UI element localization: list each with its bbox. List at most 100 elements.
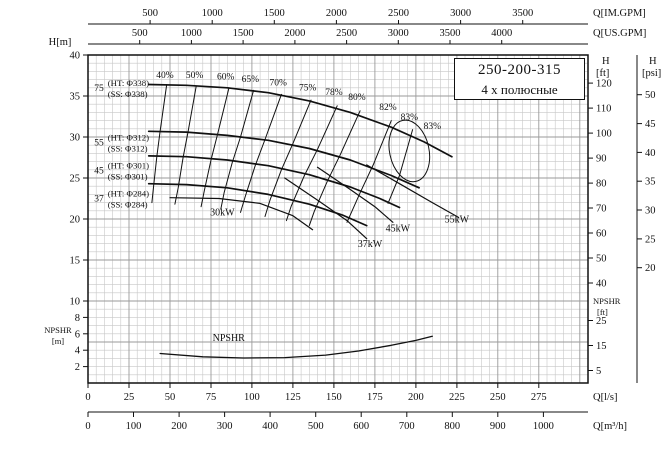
tick-label: 2500 (388, 8, 409, 19)
tick-label: 225 (449, 392, 465, 403)
tick-label: 2000 (284, 28, 305, 39)
tick-label: 0 (85, 392, 90, 403)
tick-label: 2000 (326, 8, 347, 19)
motor-power-label: 37 (94, 195, 104, 205)
tick-label: 20 (70, 215, 81, 226)
axis-title: Q[IM.GPM] (593, 8, 646, 19)
motor-power-label: 45 (94, 167, 104, 177)
efficiency-label: 83% (424, 122, 442, 132)
impeller-ss-label: (SS: Φ301) (108, 172, 148, 182)
impeller-ss-label: (SS: Φ312) (108, 144, 148, 154)
tick-label: 25 (70, 174, 81, 185)
pump-poles-label: 4 х полюсные (481, 82, 558, 97)
axis-title: H (602, 56, 610, 67)
axis-title: [m] (52, 336, 64, 346)
tick-label: 800 (444, 421, 460, 432)
efficiency-label: 82% (379, 103, 397, 113)
power-curve-label: 30kW (210, 208, 235, 219)
tick-label: 30 (70, 133, 81, 144)
tick-label: 6 (75, 329, 80, 340)
tick-label: 8 (75, 313, 80, 324)
axis-title: [psi] (642, 68, 661, 79)
tick-label: 3000 (388, 28, 409, 39)
tick-label: 3500 (440, 28, 461, 39)
tick-label: 4 (75, 346, 81, 357)
axis-title: H[m] (49, 37, 72, 48)
tick-label: 125 (285, 392, 301, 403)
tick-label: 15 (596, 341, 607, 352)
efficiency-label: 65% (242, 75, 260, 85)
tick-label: 25 (596, 316, 607, 327)
efficiency-label: 40% (156, 71, 174, 81)
tick-label: 3000 (450, 8, 471, 19)
tick-label: 90 (596, 154, 607, 165)
tick-label: 120 (596, 79, 612, 90)
tick-label: 50 (596, 254, 607, 265)
impeller-ss-label: (SS: Φ338) (108, 89, 148, 99)
tick-label: 3500 (512, 8, 533, 19)
motor-power-label: 55 (94, 139, 104, 149)
tick-label: 70 (596, 204, 607, 215)
tick-label: 50 (645, 90, 656, 101)
tick-label: 35 (645, 177, 656, 188)
tick-label: 1000 (533, 421, 554, 432)
tick-label: 600 (353, 421, 369, 432)
tick-label: 2 (75, 362, 80, 373)
tick-label: 100 (596, 129, 612, 140)
impeller-ht-label: (HT: Φ301) (108, 161, 149, 171)
tick-label: 500 (132, 28, 148, 39)
tick-label: 40 (70, 51, 81, 62)
tick-label: 80 (596, 179, 607, 190)
tick-label: 45 (645, 119, 656, 130)
tick-label: 1000 (181, 28, 202, 39)
motor-power-label: 75 (94, 84, 104, 94)
tick-label: 25 (124, 392, 135, 403)
tick-label: 175 (367, 392, 383, 403)
efficiency-label: 83% (401, 113, 419, 123)
tick-label: 0 (85, 421, 90, 432)
axis-title: NPSHR (44, 325, 72, 335)
tick-label: 4000 (491, 28, 512, 39)
pump-model-label: 250-200-315 (478, 62, 561, 78)
efficiency-label: 60% (217, 73, 235, 83)
tick-label: 700 (399, 421, 415, 432)
impeller-ht-label: (HT: Φ312) (108, 133, 149, 143)
axis-title: Q[US.GPM] (593, 28, 646, 39)
tick-label: 10 (70, 297, 81, 308)
tick-label: 75 (206, 392, 217, 403)
tick-label: 275 (531, 392, 547, 403)
tick-label: 30 (645, 206, 656, 217)
efficiency-label: 75% (299, 83, 317, 93)
power-curve-label: 45kW (386, 223, 411, 234)
axes: 500 1000 1500 2000 2500 3000 3500 Q[IM.GPM]500 1… (44, 8, 661, 432)
tick-label: 100 (244, 392, 260, 403)
tick-label: 1000 (202, 8, 223, 19)
tick-label: 50 (165, 392, 176, 403)
efficiency-label: 78% (325, 88, 343, 98)
impeller-ss-label: (SS: Φ284) (108, 200, 148, 210)
tick-label: 5 (596, 366, 601, 377)
head-curves: 75(HT: Φ338)(SS: Φ338)55(HT: Φ312)(SS: Φ… (94, 78, 453, 227)
power-curve-label: 55kW (445, 214, 470, 225)
axis-title: [ft] (597, 307, 608, 317)
axis-title: Q[l/s] (593, 392, 618, 403)
tick-label: 150 (326, 392, 342, 403)
npshr-curve: NPSHR (159, 333, 433, 359)
title-box: 250-200-315 4 х полюсные (454, 58, 585, 100)
tick-label: 15 (70, 256, 81, 267)
impeller-ht-label: (HT: Φ284) (108, 189, 149, 199)
tick-label: 900 (490, 421, 506, 432)
tick-label: 250 (490, 392, 506, 403)
axis-title: [ft] (596, 68, 609, 79)
tick-label: 2500 (336, 28, 357, 39)
tick-label: 400 (262, 421, 278, 432)
efficiency-label: 50% (186, 71, 204, 81)
axis-title: Q[m³/h] (593, 421, 627, 432)
tick-label: 60 (596, 229, 607, 240)
grid (88, 55, 588, 383)
npshr-curve-label: NPSHR (213, 333, 246, 344)
axis-title: NPSHR (593, 296, 621, 306)
tick-label: 35 (70, 92, 81, 103)
efficiency-label: 70% (269, 78, 287, 88)
power-curve-label: 37kW (358, 239, 383, 250)
